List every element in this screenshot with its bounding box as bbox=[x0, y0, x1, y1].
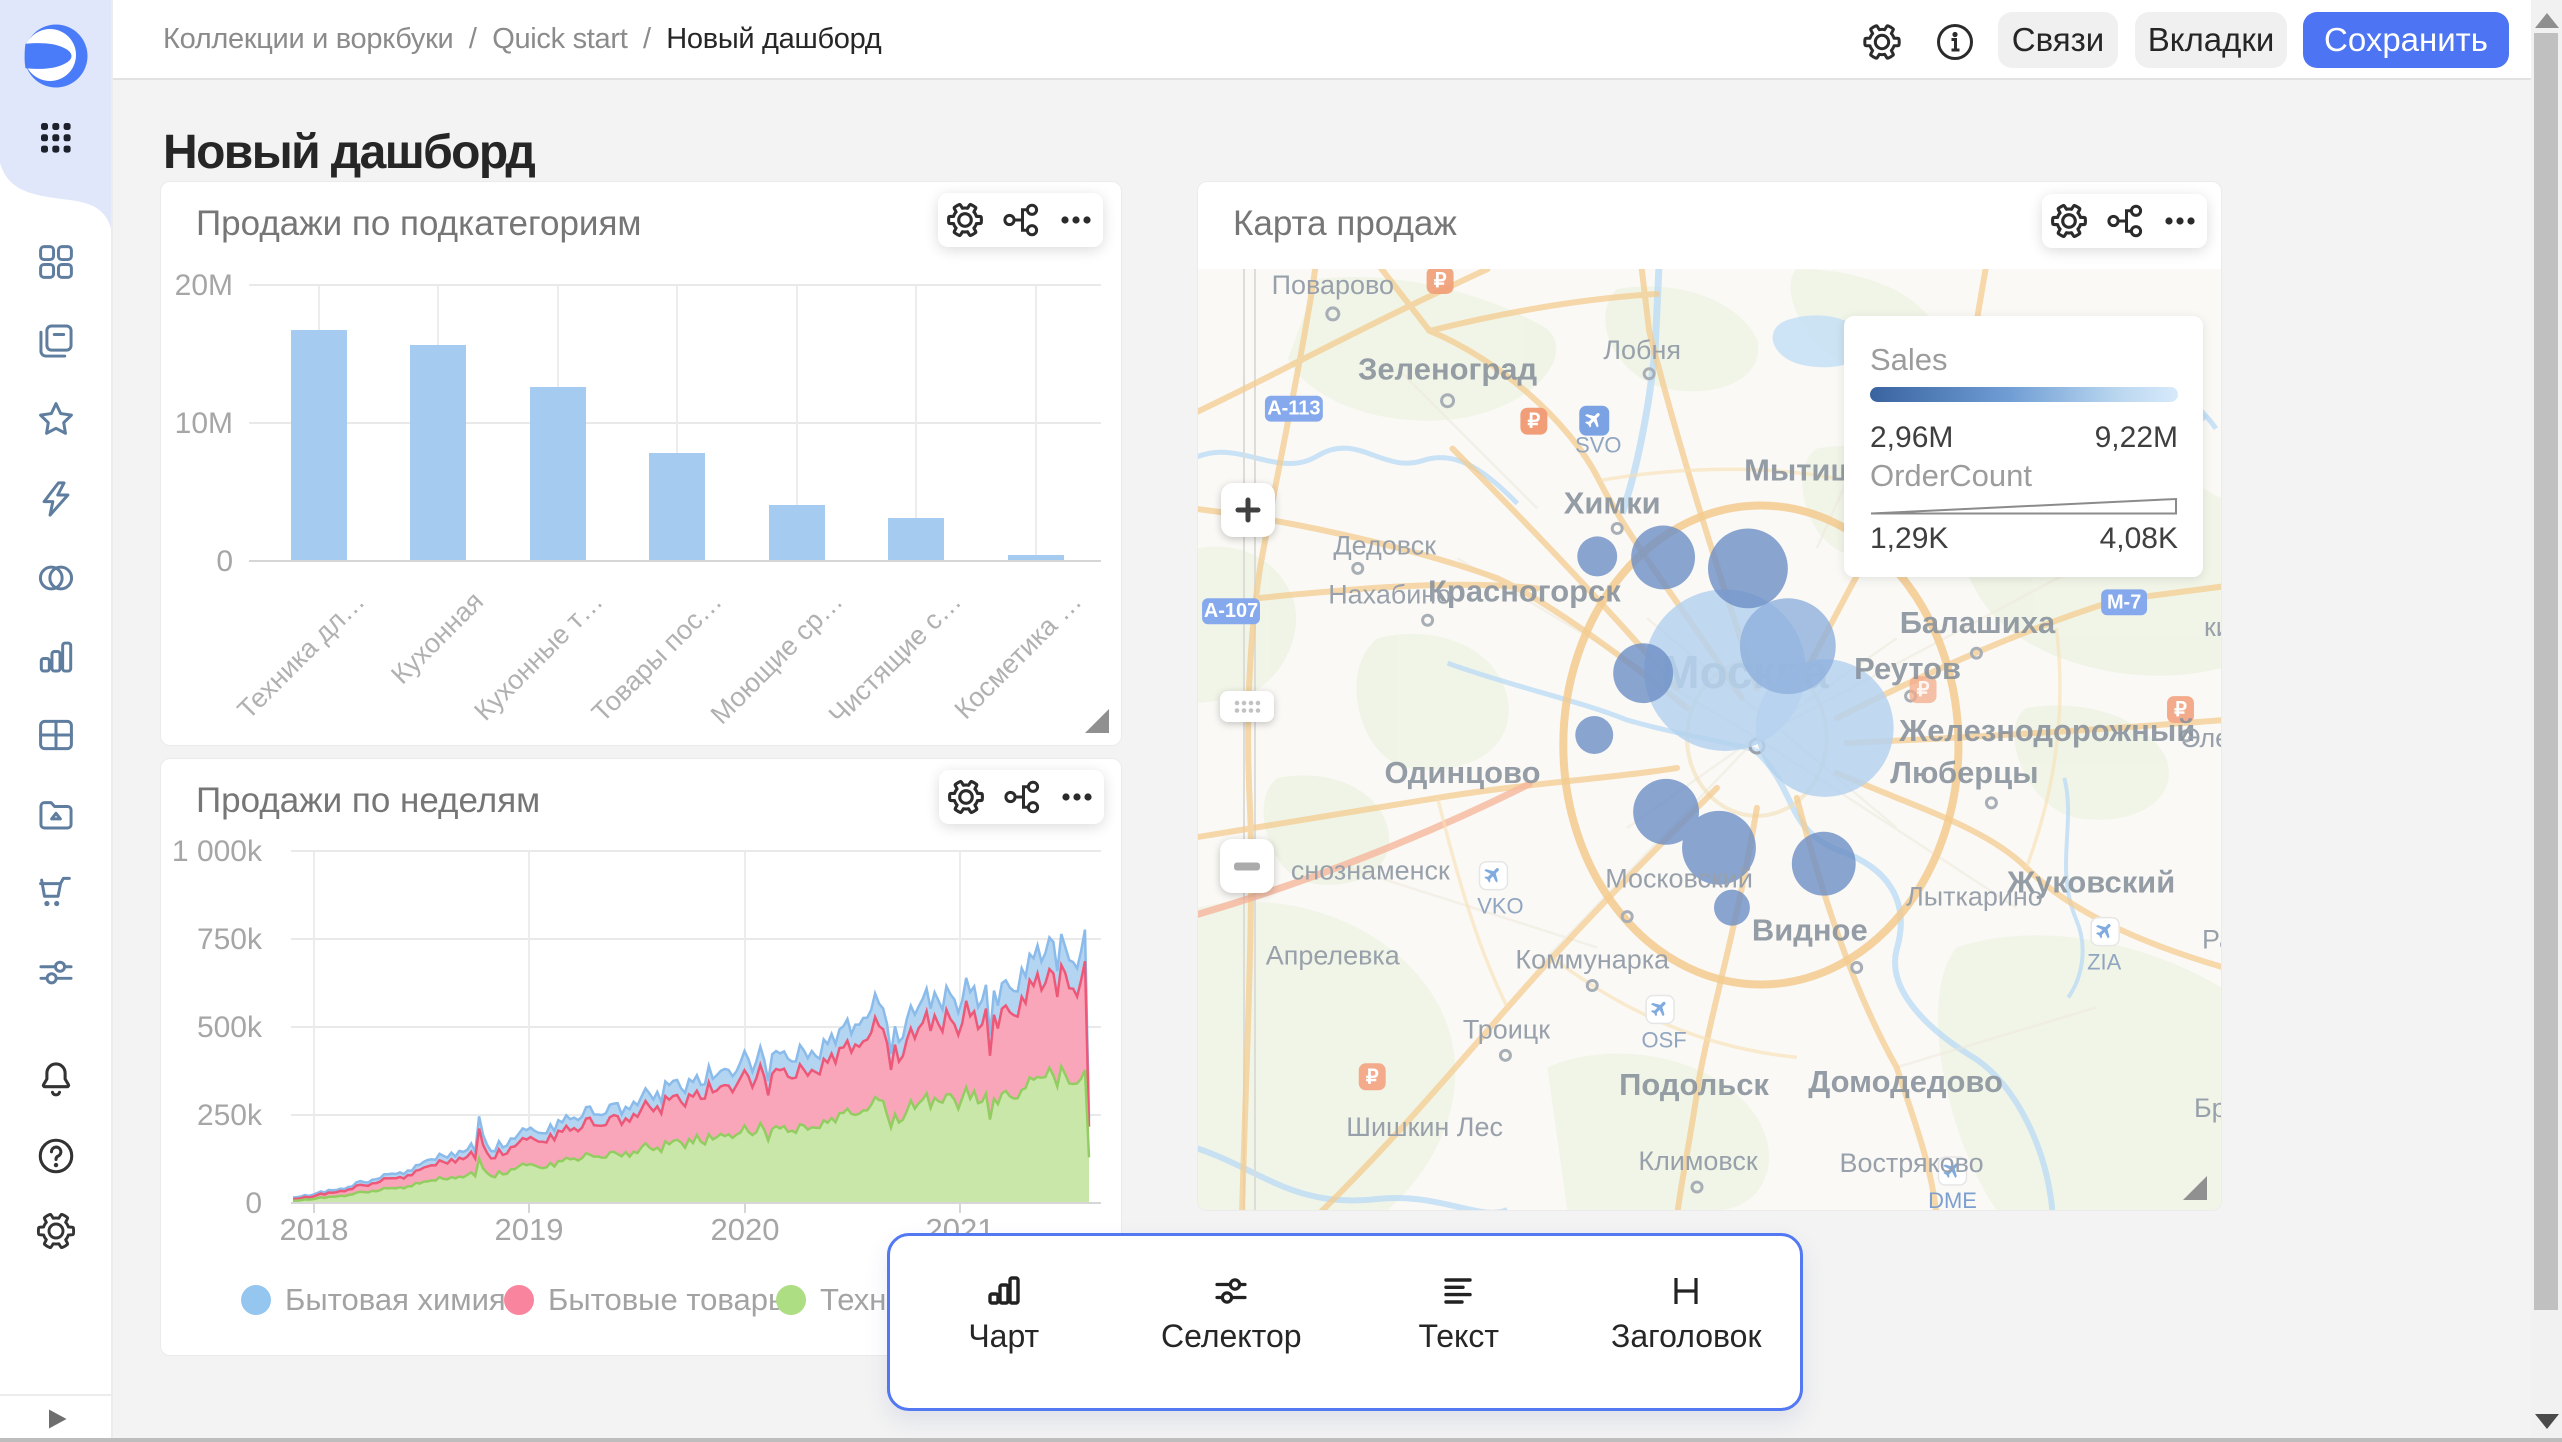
svg-text:ки: ки bbox=[2204, 612, 2221, 642]
svg-text:Люберцы: Люберцы bbox=[1890, 755, 2038, 790]
svg-text:10M: 10M bbox=[175, 407, 233, 440]
svg-text:₽: ₽ bbox=[2174, 699, 2187, 721]
svg-text:₽: ₽ bbox=[1366, 1066, 1379, 1088]
svg-text:Лыткарино: Лыткарино bbox=[1906, 882, 2043, 912]
svg-text:2019: 2019 bbox=[495, 1212, 564, 1247]
svg-text:VKO: VKO bbox=[1477, 894, 1523, 919]
svg-text:20M: 20M bbox=[175, 269, 233, 302]
svg-text:А-107: А-107 bbox=[1204, 600, 1258, 622]
svg-text:Климовск: Климовск bbox=[1638, 1146, 1757, 1176]
svg-text:Апрелевка: Апрелевка bbox=[1266, 941, 1400, 971]
svg-text:Коммунарка: Коммунарка bbox=[1515, 945, 1669, 975]
svg-text:Лобня: Лобня bbox=[1603, 335, 1681, 365]
svg-text:Эле: Эле bbox=[2181, 723, 2221, 753]
svg-text:Востряково: Востряково bbox=[1840, 1148, 1984, 1178]
svg-text:М-7: М-7 bbox=[2107, 591, 2141, 613]
svg-text:OSF: OSF bbox=[1642, 1027, 1687, 1052]
svg-text:Реутов: Реутов bbox=[1854, 651, 1961, 686]
svg-text:Зеленоград: Зеленоград bbox=[1358, 352, 1538, 387]
svg-text:Бронн: Бронн bbox=[2194, 1093, 2221, 1123]
svg-text:₽: ₽ bbox=[1917, 679, 1930, 701]
svg-text:2018: 2018 bbox=[280, 1212, 349, 1247]
svg-text:Красногорск: Красногорск bbox=[1428, 573, 1621, 608]
svg-text:Ра: Ра bbox=[2202, 925, 2221, 955]
svg-text:500k: 500k bbox=[197, 1011, 263, 1044]
svg-text:Видное: Видное bbox=[1752, 913, 1868, 948]
svg-text:Подольск: Подольск bbox=[1619, 1067, 1769, 1102]
svg-text:ZIA: ZIA bbox=[2087, 950, 2121, 975]
svg-text:Шишкин Лес: Шишкин Лес bbox=[1346, 1112, 1503, 1142]
svg-text:Нахабино: Нахабино bbox=[1328, 579, 1451, 609]
svg-text:Жуковский: Жуковский bbox=[2006, 865, 2175, 900]
svg-text:250k: 250k bbox=[197, 1099, 263, 1132]
svg-text:₽: ₽ bbox=[1434, 270, 1447, 292]
svg-text:1 000k: 1 000k bbox=[172, 835, 263, 868]
svg-text:Химки: Химки bbox=[1564, 485, 1661, 520]
svg-text:Балашиха: Балашиха bbox=[1900, 605, 2056, 640]
svg-text:0: 0 bbox=[216, 545, 233, 578]
svg-text:Московский: Московский bbox=[1605, 864, 1753, 894]
svg-text:Железнодорожный: Железнодорожный bbox=[1898, 713, 2195, 748]
svg-text:DME: DME bbox=[1928, 1188, 1977, 1210]
svg-text:750k: 750k bbox=[197, 923, 263, 956]
svg-text:₽: ₽ bbox=[1528, 411, 1541, 433]
svg-text:Троицк: Троицк bbox=[1463, 1014, 1550, 1044]
svg-text:Домодедово: Домодедово bbox=[1808, 1064, 2003, 1099]
svg-text:А-113: А-113 bbox=[1267, 398, 1320, 420]
svg-text:снознаменск: снознаменск bbox=[1291, 856, 1450, 886]
svg-text:Дедовск: Дедовск bbox=[1333, 530, 1436, 560]
svg-text:0: 0 bbox=[245, 1187, 262, 1220]
svg-text:SVO: SVO bbox=[1575, 433, 1621, 458]
svg-text:2020: 2020 bbox=[711, 1212, 780, 1247]
svg-text:Поварово: Поварово bbox=[1272, 270, 1394, 300]
svg-text:Одинцово: Одинцово bbox=[1385, 755, 1541, 790]
